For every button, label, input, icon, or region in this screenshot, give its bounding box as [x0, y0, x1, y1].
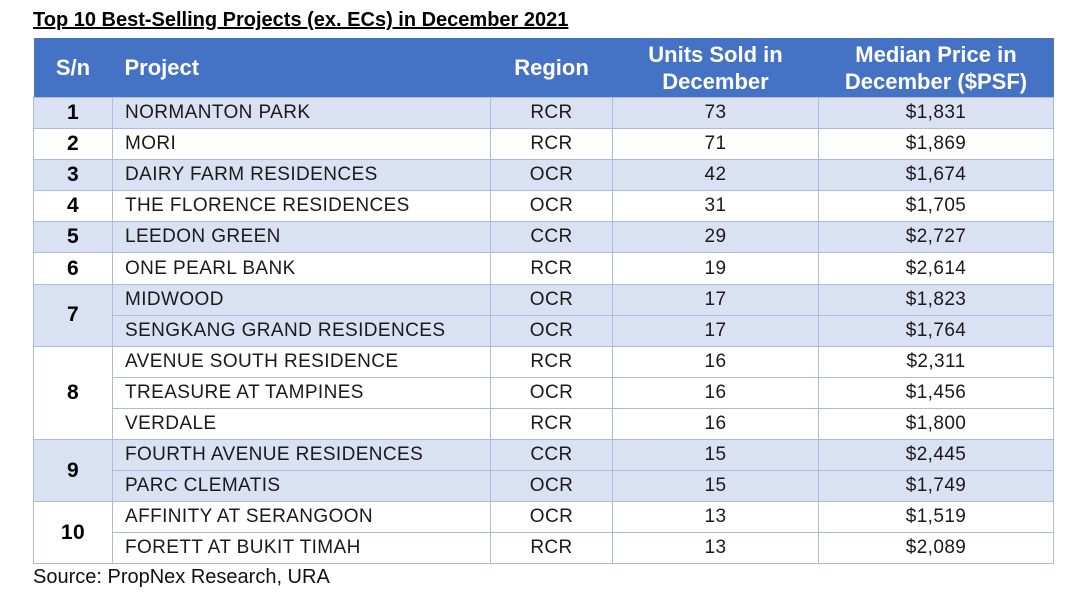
rank-cell: 8 [33, 345, 113, 441]
table-row: 2 MORI RCR 71 $1,869 [33, 128, 1054, 161]
title: Top 10 Best-Selling Projects (ex. ECs) i… [33, 9, 569, 31]
header-cell: S/n [33, 38, 113, 98]
rank-cell: 6 [33, 252, 113, 285]
project-cell: PARC CLEMATIS [112, 470, 491, 503]
table-row: 7 MIDWOOD OCR 17 $1,823 [33, 283, 1054, 347]
project-cell: DAIRY FARM RESIDENCES [112, 159, 491, 192]
price-cell: $2,727 [818, 221, 1054, 254]
region-cell: RCR [490, 345, 613, 378]
units-cell: 13 [612, 532, 819, 565]
project-cell: NORMANTON PARK [112, 96, 491, 130]
project-cell: LEEDON GREEN [112, 221, 491, 254]
table-row: FORETT AT BUKIT TIMAH RCR 13 $2,089 [34, 532, 1054, 565]
table-row: VERDALE RCR 16 $1,800 [34, 407, 1054, 441]
table-row: PARC CLEMATIS OCR 15 $1,749 [34, 470, 1054, 503]
region-cell: RCR [490, 252, 613, 285]
table-row: SENGKANG GRAND RESIDENCES OCR 17 $1,764 [34, 314, 1054, 347]
price-cell: $2,445 [818, 439, 1054, 472]
project-cell: AFFINITY AT SERANGOON [112, 501, 491, 534]
price-cell: $1,831 [818, 96, 1054, 130]
region-cell: RCR [490, 532, 613, 565]
header-cell: Units Sold in December [612, 38, 819, 98]
units-cell: 71 [612, 128, 819, 161]
table-row: 9 FOURTH AVENUE RESIDENCES CCR 15 $2,445 [33, 439, 1054, 503]
price-cell: $1,519 [818, 501, 1054, 534]
price-cell: $2,089 [818, 532, 1054, 565]
units-cell: 15 [612, 439, 819, 472]
units-cell: 31 [612, 190, 819, 223]
region-cell: RCR [490, 96, 613, 130]
project-cell: TREASURE AT TAMPINES [112, 376, 491, 409]
project-cell: FORETT AT BUKIT TIMAH [112, 532, 491, 565]
table-row: 3 DAIRY FARM RESIDENCES OCR 42 $1,674 [33, 159, 1054, 192]
price-cell: $1,800 [818, 407, 1054, 441]
rank-cell: 2 [33, 128, 113, 161]
price-cell: $1,674 [818, 159, 1054, 192]
region-cell: CCR [490, 221, 613, 254]
project-cell: AVENUE SOUTH RESIDENCE [112, 345, 491, 378]
project-cell: VERDALE [112, 407, 491, 441]
region-cell: OCR [490, 470, 613, 503]
header-cell: Median Price in December ($PSF) [818, 38, 1054, 98]
price-cell: $1,869 [818, 128, 1054, 161]
price-cell: $1,764 [818, 314, 1054, 347]
units-cell: 17 [612, 283, 819, 316]
units-cell: 19 [612, 252, 819, 285]
project-cell: MIDWOOD [112, 283, 491, 316]
table-row: 4 THE FLORENCE RESIDENCES OCR 31 $1,705 [33, 190, 1054, 223]
price-cell: $2,614 [818, 252, 1054, 285]
table-body: 1 NORMANTON PARK RCR 73 $1,831 2 MORI RCR 71 $1,8… [33, 96, 1054, 565]
header-row: S/n Project Region Units Sold in Decembe… [33, 38, 1054, 98]
table-row: TREASURE AT TAMPINES OCR 16 $1,456 [34, 376, 1054, 409]
table-row: 8 AVENUE SOUTH RESIDENCE RCR 16 $2,311 [33, 345, 1054, 441]
project-cell: MORI [112, 128, 491, 161]
price-cell: $2,311 [818, 345, 1054, 378]
units-cell: 42 [612, 159, 819, 192]
units-cell: 16 [612, 376, 819, 409]
units-cell: 29 [612, 221, 819, 254]
price-cell: $1,456 [818, 376, 1054, 409]
rank-cell: 5 [33, 221, 113, 254]
table-row: 6 ONE PEARL BANK RCR 19 $2,614 [33, 252, 1054, 285]
project-cell: THE FLORENCE RESIDENCES [112, 190, 491, 223]
units-cell: 15 [612, 470, 819, 503]
header-cell: Project [112, 38, 491, 98]
table-row: 1 NORMANTON PARK RCR 73 $1,831 [33, 96, 1054, 130]
source-note: Source: PropNex Research, URA [33, 566, 330, 588]
table-row: 10 AFFINITY AT SERANGOON OCR 13 $1,519 [33, 501, 1054, 565]
price-cell: $1,749 [818, 470, 1054, 503]
rank-cell: 9 [33, 439, 113, 503]
table-row: 5 LEEDON GREEN CCR 29 $2,727 [33, 221, 1054, 254]
region-cell: OCR [490, 283, 613, 316]
units-cell: 73 [612, 96, 819, 130]
header-cell: Region [490, 38, 613, 98]
project-cell: SENGKANG GRAND RESIDENCES [112, 314, 491, 347]
region-cell: OCR [490, 376, 613, 409]
price-cell: $1,705 [818, 190, 1054, 223]
rank-cell: 3 [33, 159, 113, 192]
rank-cell: 1 [33, 96, 113, 130]
region-cell: OCR [490, 159, 613, 192]
units-cell: 16 [612, 407, 819, 441]
table: S/n Project Region Units Sold in Decembe… [33, 38, 1054, 565]
units-cell: 17 [612, 314, 819, 347]
region-cell: OCR [490, 501, 613, 534]
rank-cell: 10 [33, 501, 113, 565]
region-cell: RCR [490, 128, 613, 161]
units-cell: 13 [612, 501, 819, 534]
rank-cell: 7 [33, 283, 113, 347]
project-cell: FOURTH AVENUE RESIDENCES [112, 439, 491, 472]
rank-cell: 4 [33, 190, 113, 223]
region-cell: OCR [490, 314, 613, 347]
units-cell: 16 [612, 345, 819, 378]
region-cell: CCR [490, 439, 613, 472]
region-cell: OCR [490, 190, 613, 223]
project-cell: ONE PEARL BANK [112, 252, 491, 285]
region-cell: RCR [490, 407, 613, 441]
price-cell: $1,823 [818, 283, 1054, 316]
